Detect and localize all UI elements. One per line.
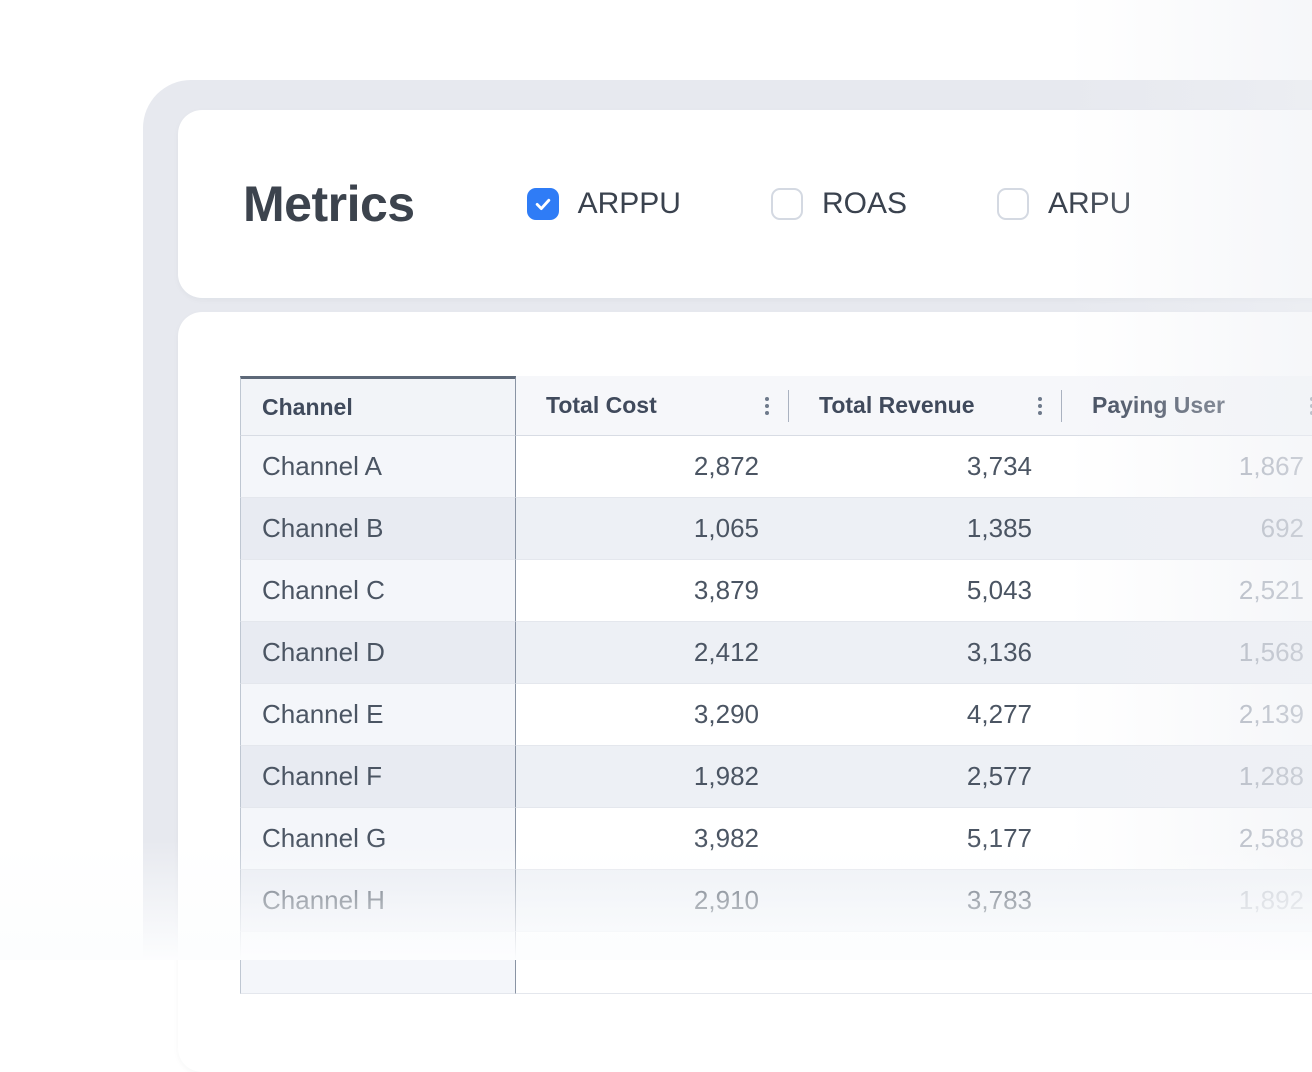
total-cost-cell: 3,879 bbox=[516, 560, 789, 622]
metrics-header-card: Metrics ARPPU ROAS bbox=[178, 110, 1312, 298]
paying-user-cell: 1,288 bbox=[1062, 746, 1312, 808]
metric-toggle-arpu: ARPU bbox=[996, 187, 1132, 221]
table-row: Channel D 2,412 3,136 1,568 bbox=[240, 622, 1312, 684]
total-cost-cell: 3,290 bbox=[516, 684, 789, 746]
metric-checkbox[interactable] bbox=[996, 188, 1029, 220]
metric-checkbox[interactable] bbox=[770, 188, 803, 220]
total-cost-cell: 2,872 bbox=[516, 436, 789, 498]
channel-cell: Channel B bbox=[240, 498, 516, 560]
metric-toggle-roas: ROAS bbox=[770, 187, 907, 221]
column-menu-kebab-icon[interactable] bbox=[761, 393, 773, 419]
channel-cell: Channel H bbox=[240, 870, 516, 932]
channels-table: Channel Total Cost Total Revenue Paying … bbox=[240, 376, 1312, 994]
app-background-panel: Metrics ARPPU ROAS bbox=[143, 80, 1312, 1072]
table-body: Channel A 2,872 3,734 1,867 Channel B 1,… bbox=[240, 436, 1312, 994]
total-revenue-cell bbox=[789, 932, 1062, 994]
paying-user-cell: 1,867 bbox=[1062, 436, 1312, 498]
column-header-label: Total Cost bbox=[546, 392, 657, 418]
table-row: Channel A 2,872 3,734 1,867 bbox=[240, 436, 1312, 498]
table-row: Channel B 1,065 1,385 692 bbox=[240, 498, 1312, 560]
table-row: Channel E 3,290 4,277 2,139 bbox=[240, 684, 1312, 746]
column-divider bbox=[1061, 390, 1062, 422]
table-row bbox=[240, 932, 1312, 994]
paying-user-cell: 2,139 bbox=[1062, 684, 1312, 746]
page-title: Metrics bbox=[243, 176, 415, 232]
total-revenue-cell: 1,385 bbox=[789, 498, 1062, 560]
total-revenue-cell: 4,277 bbox=[789, 684, 1062, 746]
channel-cell: Channel D bbox=[240, 622, 516, 684]
column-header-label: Paying User bbox=[1092, 392, 1225, 418]
column-header-total-cost: Total Cost bbox=[516, 376, 789, 436]
paying-user-cell: 2,588 bbox=[1062, 808, 1312, 870]
paying-user-cell: 2,521 bbox=[1062, 560, 1312, 622]
metric-checkbox-label[interactable]: ROAS bbox=[821, 187, 907, 220]
table-row: Channel H 2,910 3,783 1,892 bbox=[240, 870, 1312, 932]
table-row: Channel G 3,982 5,177 2,588 bbox=[240, 808, 1312, 870]
total-revenue-cell: 2,577 bbox=[789, 746, 1062, 808]
column-menu-kebab-icon[interactable] bbox=[1034, 393, 1046, 419]
column-menu-kebab-icon[interactable] bbox=[1306, 393, 1312, 419]
channel-cell: Channel A bbox=[240, 436, 516, 498]
table-header-row: Channel Total Cost Total Revenue Paying … bbox=[240, 376, 1312, 436]
column-header-channel: Channel bbox=[240, 376, 516, 436]
total-cost-cell: 1,065 bbox=[516, 498, 789, 560]
metric-checkbox[interactable] bbox=[526, 188, 559, 220]
total-revenue-cell: 3,783 bbox=[789, 870, 1062, 932]
channel-cell: Channel C bbox=[240, 560, 516, 622]
paying-user-cell: 1,892 bbox=[1062, 870, 1312, 932]
paying-user-cell: 692 bbox=[1062, 498, 1312, 560]
metric-checkbox-label[interactable]: ARPPU bbox=[577, 187, 681, 220]
table-row: Channel F 1,982 2,577 1,288 bbox=[240, 746, 1312, 808]
column-header-paying-user: Paying User bbox=[1062, 376, 1312, 436]
metric-toggle-arppu: ARPPU bbox=[526, 187, 681, 221]
channel-cell bbox=[240, 932, 516, 994]
column-divider bbox=[788, 390, 789, 422]
total-revenue-cell: 5,177 bbox=[789, 808, 1062, 870]
total-revenue-cell: 3,734 bbox=[789, 436, 1062, 498]
total-cost-cell bbox=[516, 932, 789, 994]
total-revenue-cell: 5,043 bbox=[789, 560, 1062, 622]
total-cost-cell: 1,982 bbox=[516, 746, 789, 808]
column-header-label: Channel bbox=[262, 393, 353, 420]
column-header-total-revenue: Total Revenue bbox=[789, 376, 1062, 436]
channel-cell: Channel F bbox=[240, 746, 516, 808]
column-header-label: Total Revenue bbox=[819, 392, 975, 418]
channels-table-card: Channel Total Cost Total Revenue Paying … bbox=[178, 312, 1312, 1072]
metric-checkbox-label[interactable]: ARPU bbox=[1047, 187, 1132, 220]
channel-cell: Channel G bbox=[240, 808, 516, 870]
paying-user-cell bbox=[1062, 932, 1312, 994]
metric-toggles: ARPPU ROAS ARPU bbox=[526, 187, 1132, 221]
check-icon bbox=[535, 198, 550, 210]
total-cost-cell: 2,412 bbox=[516, 622, 789, 684]
channel-cell: Channel E bbox=[240, 684, 516, 746]
paying-user-cell: 1,568 bbox=[1062, 622, 1312, 684]
total-cost-cell: 3,982 bbox=[516, 808, 789, 870]
table-row: Channel C 3,879 5,043 2,521 bbox=[240, 560, 1312, 622]
total-cost-cell: 2,910 bbox=[516, 870, 789, 932]
total-revenue-cell: 3,136 bbox=[789, 622, 1062, 684]
